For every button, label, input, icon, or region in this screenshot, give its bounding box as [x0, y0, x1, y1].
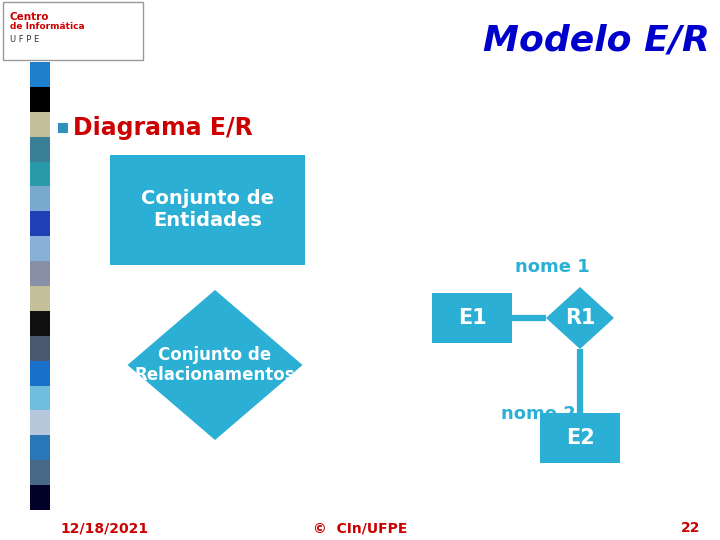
Polygon shape [127, 290, 302, 440]
Bar [30, 186, 50, 211]
Bar [30, 261, 50, 286]
Text: Modelo E/R: Modelo E/R [483, 24, 710, 58]
Text: Diagrama E/R: Diagrama E/R [73, 116, 253, 140]
Text: U F P E: U F P E [10, 35, 40, 44]
Bar [30, 161, 50, 186]
Bar [30, 286, 50, 311]
Text: Conjunto de
Entidades: Conjunto de Entidades [141, 190, 274, 231]
Bar [30, 137, 50, 161]
Text: Conjunto de
Relacionamentos: Conjunto de Relacionamentos [135, 346, 295, 384]
Bar [432, 293, 512, 343]
Bar [30, 236, 50, 261]
Text: 12/18/2021: 12/18/2021 [60, 521, 148, 535]
Bar [30, 485, 50, 510]
Bar [30, 211, 50, 236]
Bar [30, 386, 50, 410]
Text: nome 2: nome 2 [500, 405, 575, 423]
Bar [30, 336, 50, 361]
Bar [30, 435, 50, 460]
Bar [58, 123, 68, 133]
Text: R1: R1 [564, 308, 595, 328]
Bar [30, 62, 50, 87]
Text: 22: 22 [680, 521, 700, 535]
Bar [30, 311, 50, 336]
Text: E1: E1 [458, 308, 487, 328]
Polygon shape [546, 287, 614, 349]
Bar [30, 361, 50, 386]
Bar [540, 413, 620, 463]
Bar [30, 87, 50, 112]
Bar [110, 155, 305, 265]
Bar [30, 410, 50, 435]
Bar [30, 460, 50, 485]
Text: ©  CIn/UFPE: © CIn/UFPE [312, 521, 408, 535]
Text: E2: E2 [566, 428, 595, 448]
Bar [30, 112, 50, 137]
Text: Centro: Centro [10, 12, 50, 22]
Bar [3, 2, 143, 60]
Text: de Informática: de Informática [10, 22, 85, 31]
Text: nome 1: nome 1 [515, 258, 590, 276]
